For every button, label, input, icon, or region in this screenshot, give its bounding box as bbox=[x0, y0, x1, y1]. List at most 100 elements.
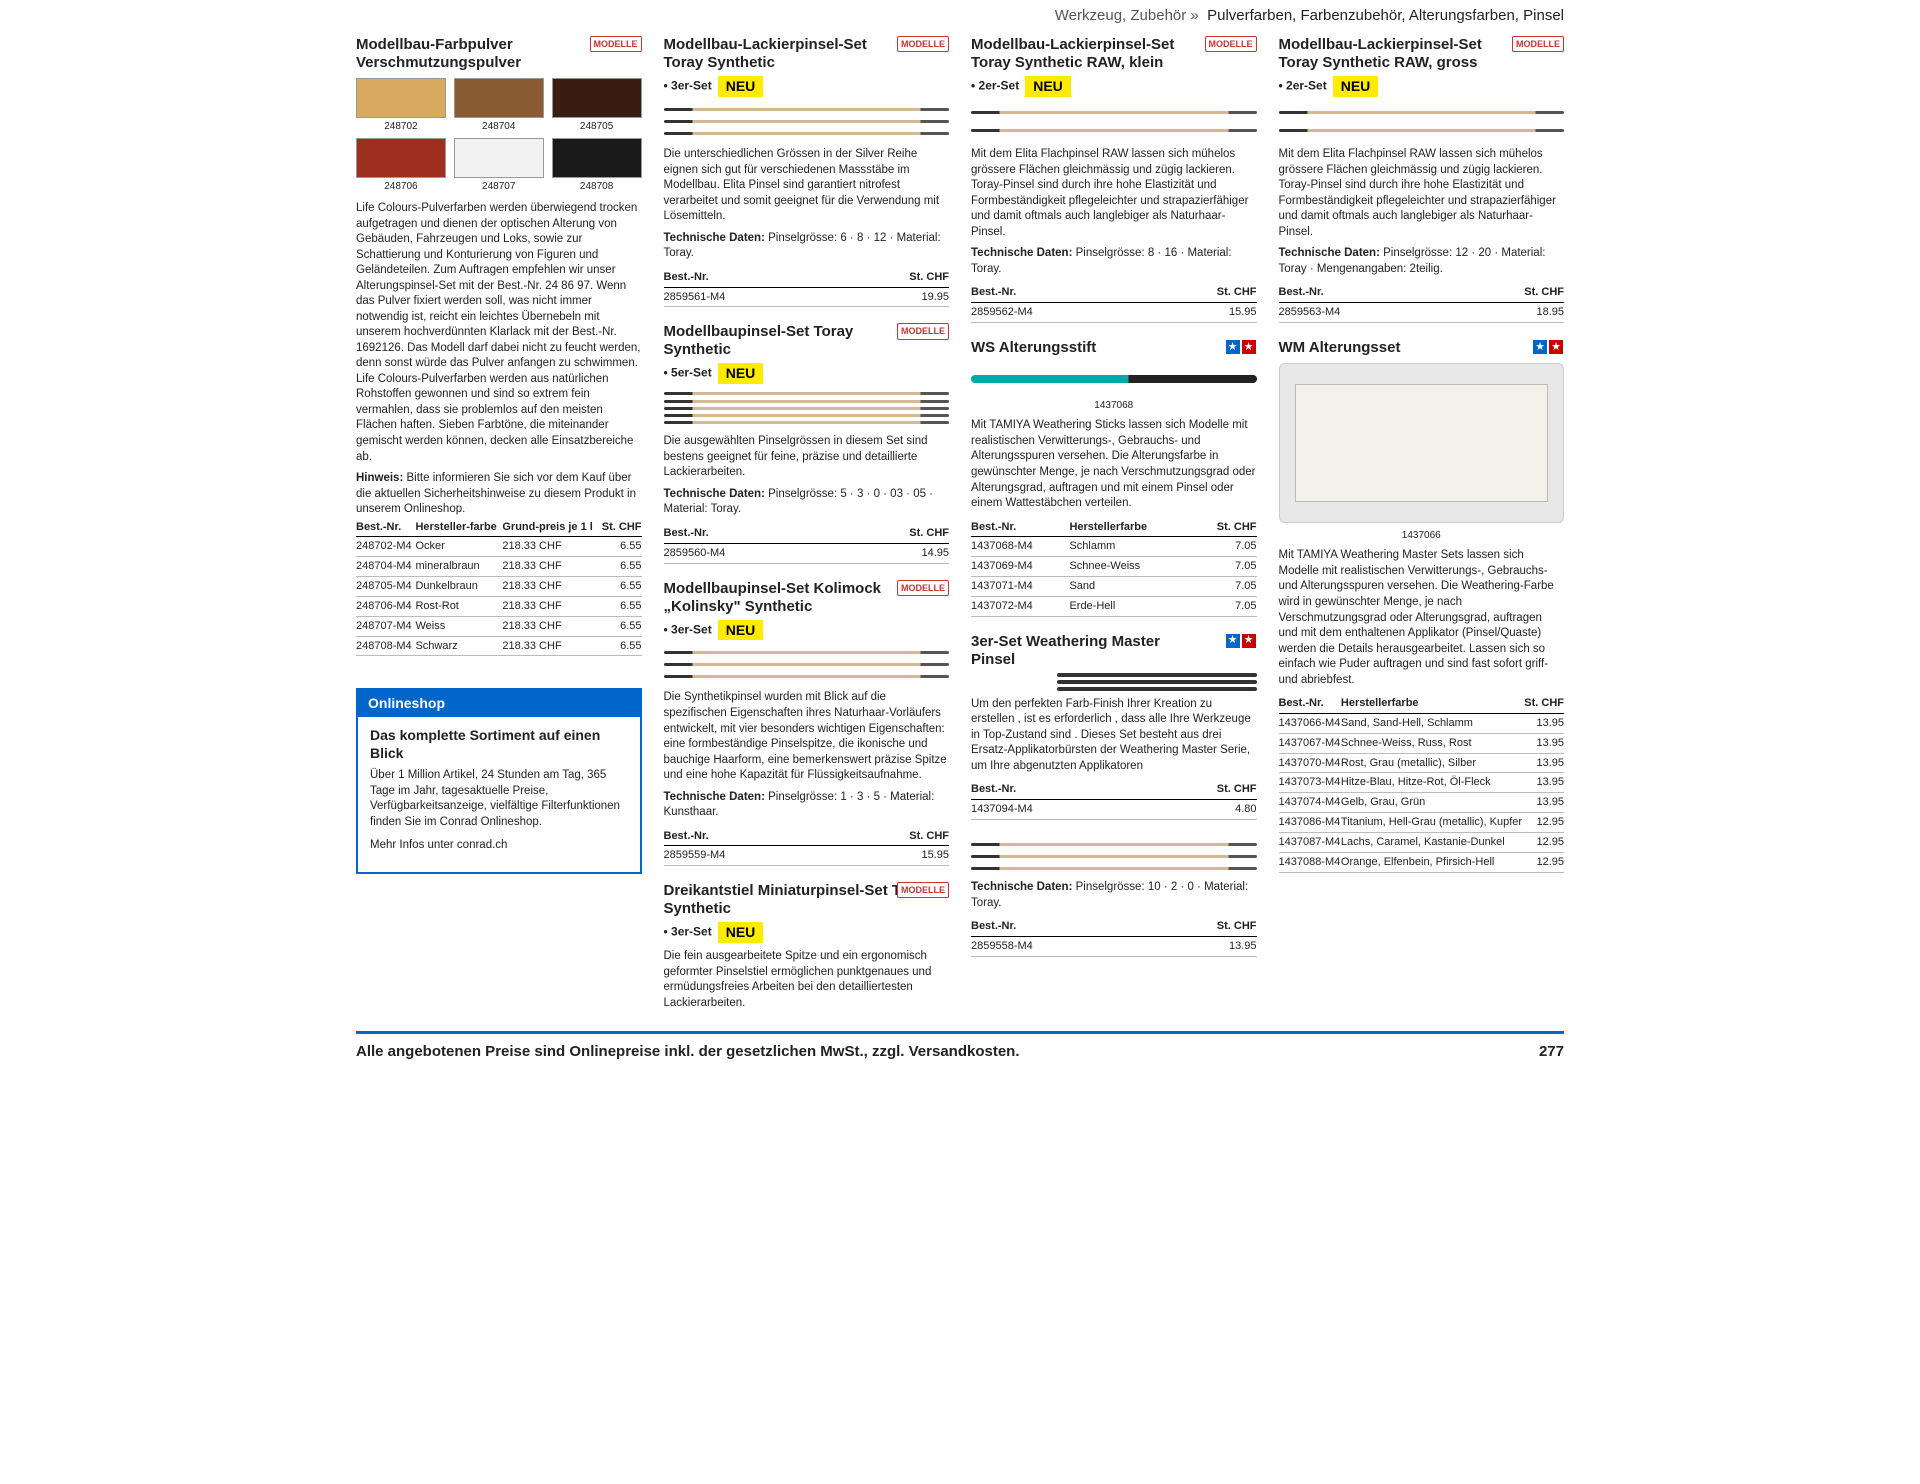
footer-text: Alle angebotenen Preise sind Onlinepreis… bbox=[356, 1042, 1020, 1062]
neu-badge: NEU bbox=[718, 922, 764, 943]
product-raw-gross: MODELLE Modellbau-Lackierpinsel-Set Tora… bbox=[1279, 36, 1565, 323]
product-ws-alterungsstift: ★★ WS Alterungsstift 1437068 Mit TAMIYA … bbox=[971, 339, 1257, 617]
price-table: Best.-Nr.HerstellerfarbeSt. CHF1437066-M… bbox=[1279, 694, 1565, 873]
tamiya-icon: ★★ bbox=[1532, 339, 1564, 355]
breadcrumb: Werkzeug, Zubehör » Pulverfarben, Farben… bbox=[356, 0, 1564, 36]
color-swatch: 248708 bbox=[552, 138, 642, 194]
product-desc: Life Colours-Pulverfarben werden überwie… bbox=[356, 201, 642, 465]
onlineshop-box: Onlineshop Das komplette Sortiment auf e… bbox=[356, 688, 642, 873]
product-kolimock: MODELLE Modellbaupinsel-Set Kolimock „Ko… bbox=[664, 580, 950, 867]
price-table: Best.-Nr.St. CHF2859558-M413.95 bbox=[971, 917, 1257, 957]
table-row: 1437072-M4Erde-Hell7.05 bbox=[971, 596, 1257, 616]
neu-badge: NEU bbox=[718, 620, 764, 641]
brand-icon: MODELLE bbox=[1512, 36, 1564, 52]
neu-badge: NEU bbox=[718, 363, 764, 384]
table-row: 1437070-M4Rost, Grau (metallic), Silber1… bbox=[1279, 753, 1565, 773]
table-row: 248708-M4Schwarz218.33 CHF6.55 bbox=[356, 636, 642, 656]
breadcrumb-parent: Werkzeug, Zubehör » bbox=[1055, 7, 1199, 24]
neu-badge: NEU bbox=[718, 76, 764, 97]
page-number: 277 bbox=[1539, 1042, 1564, 1062]
table-row: 2859558-M413.95 bbox=[971, 936, 1257, 956]
product-farbpulver: MODELLE Modellbau-Farbpulver Verschmutzu… bbox=[356, 36, 642, 656]
product-lackierpinsel-toray: MODELLE Modellbau-Lackierpinsel-Set Tora… bbox=[664, 36, 950, 307]
table-row: 2859563-M418.95 bbox=[1279, 303, 1565, 323]
price-table: Best.-Nr.St. CHF2859562-M415.95 bbox=[971, 283, 1257, 323]
color-swatch: 248704 bbox=[454, 78, 544, 134]
column-1: MODELLE Modellbau-Farbpulver Verschmutzu… bbox=[356, 36, 642, 1017]
onlineshop-header: Onlineshop bbox=[358, 690, 640, 717]
price-table: Best.-Nr.HerstellerfarbeSt. CHF1437068-M… bbox=[971, 518, 1257, 617]
product-dreikant-continued: Technische Daten: Pinselgrösse: 10 · 2 ·… bbox=[971, 836, 1257, 957]
brush-icon bbox=[971, 836, 1257, 876]
table-row: 1437066-M4Sand, Sand-Hell, Schlamm13.95 bbox=[1279, 713, 1565, 733]
product-title: WM Alterungsset bbox=[1279, 339, 1565, 357]
price-table: Best.-Nr.St. CHF2859560-M414.95 bbox=[664, 524, 950, 564]
table-row: 1437074-M4Gelb, Grau, Grün13.95 bbox=[1279, 793, 1565, 813]
product-wm-alterungsset: ★★ WM Alterungsset 1437066 Mit TAMIYA We… bbox=[1279, 339, 1565, 873]
color-swatch: 248705 bbox=[552, 78, 642, 134]
stick-icon bbox=[971, 361, 1257, 397]
table-row: 2859562-M415.95 bbox=[971, 303, 1257, 323]
table-row: 1437094-M44.80 bbox=[971, 800, 1257, 820]
onlineshop-body: Das komplette Sortiment auf einen Blick … bbox=[358, 717, 640, 872]
table-row: 1437069-M4Schnee-Weiss7.05 bbox=[971, 557, 1257, 577]
brand-icon: MODELLE bbox=[897, 36, 949, 52]
table-row: 1437067-M4Schnee-Weiss, Russ, Rost13.95 bbox=[1279, 733, 1565, 753]
column-4: MODELLE Modellbau-Lackierpinsel-Set Tora… bbox=[1279, 36, 1565, 1017]
product-raw-klein: MODELLE Modellbau-Lackierpinsel-Set Tora… bbox=[971, 36, 1257, 323]
tamiya-icon: ★★ bbox=[1225, 339, 1257, 355]
brand-icon: MODELLE bbox=[897, 882, 949, 898]
swatch-grid: 248702248704248705 248706248707248708 bbox=[356, 78, 642, 193]
price-table: Best.-Nr.St. CHF2859561-M419.95 bbox=[664, 268, 950, 308]
table-row: 1437087-M4Lachs, Caramel, Kastanie-Dunke… bbox=[1279, 833, 1565, 853]
page-footer: Alle angebotenen Preise sind Onlinepreis… bbox=[356, 1031, 1564, 1062]
column-3: MODELLE Modellbau-Lackierpinsel-Set Tora… bbox=[971, 36, 1257, 1017]
brush-icon bbox=[971, 673, 1257, 691]
table-row: 248704-M4mineralbraun218.33 CHF6.55 bbox=[356, 557, 642, 577]
brand-icon: MODELLE bbox=[1205, 36, 1257, 52]
table-row: 2859560-M414.95 bbox=[664, 543, 950, 563]
product-modellbaupinsel-toray: MODELLE Modellbaupinsel-Set Toray Synthe… bbox=[664, 323, 950, 563]
tamiya-icon: ★★ bbox=[1225, 633, 1257, 649]
brush-icon bbox=[664, 101, 950, 141]
brush-icon bbox=[664, 388, 950, 428]
brush-icon bbox=[664, 644, 950, 684]
product-title: 3er-Set Weathering Master Pinsel bbox=[971, 633, 1257, 669]
table-row: 248702-M4Ocker218.33 CHF6.55 bbox=[356, 537, 642, 557]
weathering-set-icon bbox=[1279, 363, 1565, 523]
table-row: 1437088-M4Orange, Elfenbein, Pfirsich-He… bbox=[1279, 852, 1565, 872]
onlineshop-title: Das komplette Sortiment auf einen Blick bbox=[370, 727, 628, 762]
neu-badge: NEU bbox=[1025, 76, 1071, 97]
price-table: Best.-Nr.St. CHF2859559-M415.95 bbox=[664, 827, 950, 867]
color-swatch: 248702 bbox=[356, 78, 446, 134]
table-row: 1437086-M4Titanium, Hell-Grau (metallic)… bbox=[1279, 813, 1565, 833]
product-3er-weathering-pinsel: ★★ 3er-Set Weathering Master Pinsel Um d… bbox=[971, 633, 1257, 820]
table-row: 248707-M4Weiss218.33 CHF6.55 bbox=[356, 616, 642, 636]
onlineshop-more: Mehr Infos unter conrad.ch bbox=[370, 838, 628, 854]
price-table: Best.-Nr.St. CHF2859563-M418.95 bbox=[1279, 283, 1565, 323]
catalog-grid: MODELLE Modellbau-Farbpulver Verschmutzu… bbox=[356, 36, 1564, 1017]
brand-icon: MODELLE bbox=[897, 323, 949, 339]
price-table: Best.-Nr.St. CHF1437094-M44.80 bbox=[971, 780, 1257, 820]
column-2: MODELLE Modellbau-Lackierpinsel-Set Tora… bbox=[664, 36, 950, 1017]
table-row: 1437068-M4Schlamm7.05 bbox=[971, 537, 1257, 557]
price-table: Best.-Nr.Hersteller-farbeGrund-preis je … bbox=[356, 518, 642, 657]
brand-icon: MODELLE bbox=[897, 580, 949, 596]
product-dreikantstiel: MODELLE Dreikantstiel Miniaturpinsel-Set… bbox=[664, 882, 950, 1017]
table-row: 1437073-M4Hitze-Blau, Hitze-Rot, Öl-Flec… bbox=[1279, 773, 1565, 793]
color-swatch: 248707 bbox=[454, 138, 544, 194]
table-row: 1437071-M4Sand7.05 bbox=[971, 577, 1257, 597]
color-swatch: 248706 bbox=[356, 138, 446, 194]
table-row: 248705-M4Dunkelbraun218.33 CHF6.55 bbox=[356, 577, 642, 597]
breadcrumb-current: Pulverfarben, Farbenzubehör, Alterungsfa… bbox=[1207, 7, 1564, 24]
brush-icon bbox=[1279, 101, 1565, 141]
product-hint: Hinweis: Bitte informieren Sie sich vor … bbox=[356, 471, 642, 518]
table-row: 2859559-M415.95 bbox=[664, 846, 950, 866]
product-title: WS Alterungsstift bbox=[971, 339, 1257, 357]
table-row: 248706-M4Rost-Rot218.33 CHF6.55 bbox=[356, 596, 642, 616]
brand-icon: MODELLE bbox=[590, 36, 642, 52]
onlineshop-text: Über 1 Million Artikel, 24 Stunden am Ta… bbox=[370, 768, 628, 830]
neu-badge: NEU bbox=[1333, 76, 1379, 97]
table-row: 2859561-M419.95 bbox=[664, 287, 950, 307]
brush-icon bbox=[971, 101, 1257, 141]
